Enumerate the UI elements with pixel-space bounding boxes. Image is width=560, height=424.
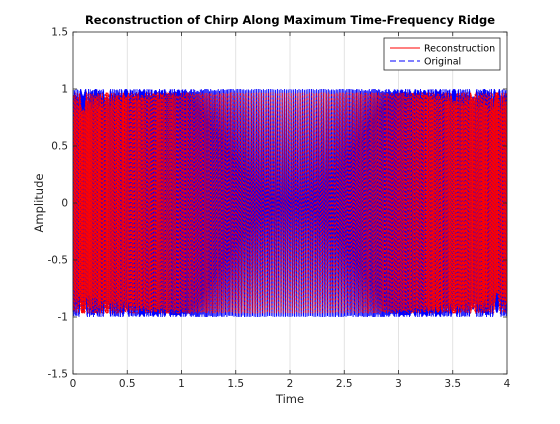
legend-original-label: Original bbox=[424, 57, 461, 68]
x-tick-label: 4 bbox=[504, 378, 511, 390]
legend: Reconstruction Original bbox=[383, 37, 501, 71]
y-tick-label: 0 bbox=[61, 198, 68, 210]
axes: 0 0.5 1 1.5 2 2.5 3 3.5 4 1.5 1 0.5 0 -0.5 -1 -1.5 bbox=[48, 27, 511, 391]
y-axis-label: Amplitude bbox=[32, 174, 46, 233]
y-tick-label: -0.5 bbox=[48, 255, 69, 267]
signals bbox=[72, 88, 508, 318]
x-tick-label: 3 bbox=[395, 378, 402, 390]
chart-title: Reconstruction of Chirp Along Maximum Ti… bbox=[85, 13, 495, 27]
y-tick-label: -1.5 bbox=[48, 369, 69, 381]
y-tick-label: 1 bbox=[61, 84, 68, 96]
legend-reconstruction-label: Reconstruction bbox=[424, 44, 495, 55]
legend-box bbox=[383, 37, 501, 71]
x-tick-label: 3.5 bbox=[444, 378, 461, 390]
x-axis-label: Time bbox=[275, 392, 304, 406]
x-tick-label: 1.5 bbox=[227, 378, 244, 390]
x-tick-label: 1 bbox=[178, 378, 185, 390]
y-tick-label: 1.5 bbox=[51, 27, 68, 39]
y-tick-label: -1 bbox=[58, 312, 68, 324]
series-reconstruction-line bbox=[72, 92, 508, 314]
x-tick-label: 2 bbox=[287, 378, 294, 390]
y-tick-label: 0.5 bbox=[51, 141, 68, 153]
x-tick-label: 2.5 bbox=[336, 378, 353, 390]
x-tick-label: 0.5 bbox=[119, 378, 136, 390]
x-tick-label: 0 bbox=[70, 378, 77, 390]
